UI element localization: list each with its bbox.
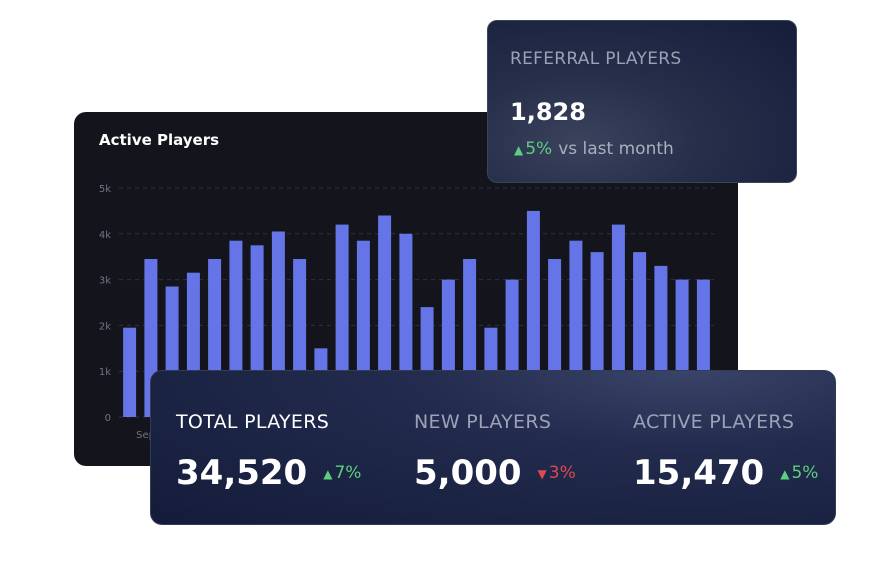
referral-label: REFERRAL PLAYERS: [510, 49, 682, 69]
stat-change-value: 5%: [791, 463, 819, 483]
x-tick-label: Sep: [136, 430, 155, 441]
triangle-down-icon: ▼: [537, 467, 547, 481]
triangle-up-icon: ▲: [323, 467, 333, 481]
stat-label: ACTIVE PLAYERS: [633, 411, 795, 433]
stat-label: TOTAL PLAYERS: [176, 411, 330, 433]
stat-total-players: TOTAL PLAYERS 34,520 ▲ 7%: [176, 411, 361, 493]
stat-change-value: 7%: [334, 463, 362, 483]
chart-bar[interactable]: [335, 224, 349, 417]
y-tick-label: 2k: [99, 321, 111, 332]
stat-value: 15,470: [633, 453, 765, 493]
stat-change-value: 3%: [548, 463, 576, 483]
referral-comparison: vs last month: [558, 139, 674, 159]
chart-title: Active Players: [99, 131, 220, 149]
stat-change: ▲ 7%: [323, 463, 361, 483]
y-tick-label: 3k: [99, 276, 111, 287]
y-tick-label: 4k: [99, 230, 111, 241]
stat-value: 5,000: [414, 453, 522, 493]
y-tick-label: 1k: [99, 367, 111, 378]
stat-active-players: ACTIVE PLAYERS 15,470 ▲ 5%: [633, 411, 818, 493]
y-tick-label: 5k: [99, 184, 111, 195]
referral-value: 1,828: [510, 98, 586, 126]
stat-change: ▲ 5%: [780, 463, 818, 483]
chart-bar[interactable]: [526, 210, 540, 417]
y-tick-label: 0: [105, 413, 111, 424]
referral-change: ▲ 5% vs last month: [514, 139, 674, 159]
referral-change-value: 5%: [525, 139, 553, 159]
stat-value: 34,520: [176, 453, 308, 493]
chart-bar[interactable]: [378, 215, 392, 418]
chart-bar[interactable]: [123, 327, 137, 417]
triangle-up-icon: ▲: [780, 467, 790, 481]
stat-new-players: NEW PLAYERS 5,000 ▼ 3%: [414, 411, 576, 493]
stat-label: NEW PLAYERS: [414, 411, 552, 433]
player-stats-card: TOTAL PLAYERS 34,520 ▲ 7% NEW PLAYERS 5,00…: [150, 370, 836, 525]
chart-bar[interactable]: [611, 224, 625, 417]
referral-players-card: REFERRAL PLAYERS 1,828 ▲ 5% vs last month: [487, 20, 797, 183]
triangle-up-icon: ▲: [514, 143, 524, 157]
stat-change: ▼ 3%: [538, 463, 576, 483]
